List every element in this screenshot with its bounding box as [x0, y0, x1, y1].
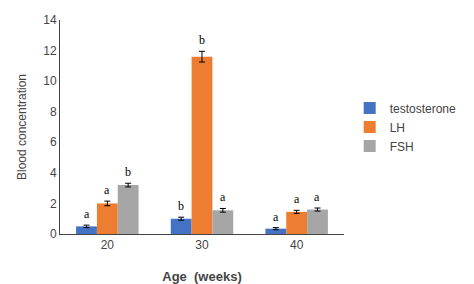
- svg-text:b: b: [125, 165, 131, 179]
- svg-text:10: 10: [43, 74, 57, 88]
- svg-text:12: 12: [43, 44, 57, 58]
- svg-text:a: a: [220, 190, 226, 204]
- svg-text:a: a: [84, 207, 90, 221]
- svg-text:b: b: [199, 33, 205, 47]
- svg-text:LH: LH: [390, 121, 405, 135]
- svg-text:0: 0: [50, 227, 57, 241]
- svg-text:a: a: [314, 190, 320, 204]
- svg-text:6: 6: [50, 135, 57, 149]
- svg-text:Age (weeks): Age (weeks): [162, 269, 241, 284]
- svg-text:FSH: FSH: [390, 140, 414, 154]
- svg-text:Blood concentration: Blood concentration: [15, 74, 29, 180]
- svg-text:4: 4: [50, 166, 57, 180]
- svg-text:2: 2: [50, 197, 57, 211]
- svg-text:8: 8: [50, 105, 57, 119]
- svg-text:a: a: [273, 210, 279, 224]
- svg-text:20: 20: [101, 238, 115, 252]
- svg-text:testosterone: testosterone: [390, 102, 456, 116]
- svg-text:30: 30: [195, 238, 209, 252]
- svg-text:a: a: [294, 192, 300, 206]
- svg-text:14: 14: [43, 13, 57, 27]
- svg-text:40: 40: [290, 238, 304, 252]
- svg-text:a: a: [104, 183, 110, 197]
- svg-text:b: b: [178, 199, 184, 213]
